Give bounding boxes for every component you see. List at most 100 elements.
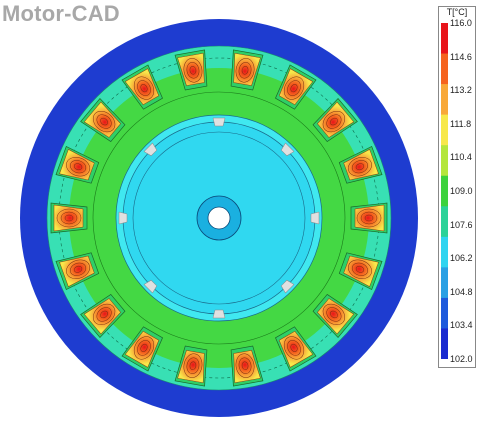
- winding-hotspot: [177, 52, 205, 86]
- legend-tick-label: 102.0: [450, 354, 473, 364]
- winding-hotspot: [83, 298, 121, 335]
- stator-slot: [55, 252, 100, 291]
- isotherm-contour: [133, 76, 155, 100]
- isotherm-contour: [235, 353, 255, 378]
- isotherm-contour: [96, 307, 112, 322]
- stator-slot: [50, 202, 88, 234]
- legend-tick-label: 109.0: [450, 186, 473, 196]
- rotor-pole-notch: [310, 211, 320, 225]
- color-scale-band: [441, 328, 448, 359]
- stator-slot: [80, 293, 126, 339]
- isotherm-contour: [348, 157, 372, 177]
- isotherm-contour: [355, 265, 365, 273]
- winding-hotspot: [83, 101, 121, 138]
- winding-hotspot: [59, 148, 95, 181]
- isotherm-contour: [56, 208, 82, 228]
- isotherm-contour: [330, 117, 338, 126]
- stator-slot: [350, 202, 388, 234]
- stator-slot: [275, 326, 317, 372]
- isotherm-contour: [73, 163, 83, 171]
- isotherm-contour: [100, 117, 108, 126]
- color-scale-band: [441, 145, 448, 177]
- stator-slot: [275, 64, 317, 110]
- color-scale-bar: [441, 23, 448, 359]
- color-scale-band: [441, 206, 448, 238]
- stator-slot: [174, 49, 208, 91]
- stator-slot: [312, 97, 358, 143]
- color-scale-band: [441, 84, 448, 116]
- isotherm-contour: [70, 160, 87, 174]
- motor-cross-section: [20, 19, 418, 417]
- winding-hotspot: [59, 255, 95, 288]
- rotor-pole-notch: [118, 211, 128, 225]
- stator-slot: [55, 145, 100, 184]
- isotherm-contour: [73, 265, 83, 273]
- isotherm-contour: [287, 340, 301, 356]
- rotor-pole-notch: [280, 279, 295, 294]
- color-scale-band: [441, 175, 448, 207]
- winding-hotspot: [278, 330, 314, 368]
- winding-hotspot: [124, 330, 160, 368]
- legend-title: T[°C]: [446, 7, 468, 17]
- winding-hotspot: [317, 101, 355, 138]
- legend-tick-label: 116.0: [450, 18, 472, 28]
- rotor-pole-notch: [212, 117, 226, 127]
- isotherm-contour: [241, 66, 249, 75]
- stator-slot: [174, 345, 208, 387]
- legend-tick-label: 114.6: [450, 51, 472, 62]
- rotor-pole-notch: [280, 142, 295, 157]
- winding-hotspot: [343, 148, 379, 181]
- isotherm-contour: [351, 262, 368, 276]
- isotherm-contour: [355, 163, 365, 171]
- isotherm-contour: [186, 357, 200, 374]
- isotherm-contour: [183, 353, 203, 378]
- isotherm-contour: [66, 259, 90, 279]
- isotherm-contour: [133, 336, 155, 360]
- isotherm-contour: [96, 114, 112, 129]
- rotor-pole-notch: [212, 309, 226, 319]
- motor-cad-logo: Motor-CAD: [2, 1, 120, 26]
- isotherm-contour: [356, 208, 382, 228]
- rotor-pole-notch: [143, 279, 158, 294]
- legend-tick-label: 110.4: [450, 152, 472, 163]
- color-scale-band: [441, 297, 448, 329]
- stator-slot: [121, 64, 163, 110]
- isotherm-contour: [140, 84, 148, 93]
- isotherm-contour: [100, 310, 108, 319]
- stator-slot: [312, 293, 358, 339]
- legend-tick-label: 104.8: [450, 286, 473, 297]
- isotherm-contour: [241, 361, 249, 370]
- isotherm-contour: [238, 357, 252, 374]
- isotherm-contour: [283, 336, 305, 360]
- color-scale-band: [441, 236, 448, 268]
- winding-hotspot: [124, 68, 160, 106]
- isotherm-contour: [137, 80, 151, 96]
- thermal-plot: [20, 19, 418, 417]
- stator-slot: [230, 345, 264, 387]
- winding-hotspot: [278, 68, 314, 106]
- winding-hotspot: [53, 204, 84, 232]
- isotherm-contour: [92, 303, 116, 326]
- isotherm-contour: [322, 110, 346, 133]
- isotherm-contour: [140, 343, 148, 352]
- stator-slot: [230, 49, 264, 91]
- color-scale-band: [441, 53, 448, 85]
- winding-hotspot: [317, 298, 355, 335]
- isotherm-contour: [64, 214, 74, 222]
- isotherm-contour: [348, 259, 372, 279]
- isotherm-contour: [70, 262, 87, 276]
- isotherm-contour: [290, 84, 298, 93]
- legend-tick-label: 106.2: [450, 253, 473, 264]
- stator-slot: [338, 145, 383, 184]
- winding-hotspot: [343, 255, 379, 288]
- shaft-bore: [207, 206, 231, 230]
- legend-tick-label: 107.6: [450, 219, 473, 230]
- color-scale-band: [441, 267, 448, 299]
- stator-slot: [338, 252, 383, 291]
- stator-slot: [80, 97, 126, 143]
- isotherm-contour: [330, 310, 338, 319]
- rotor-inner-ring: [132, 131, 306, 305]
- isotherm-contour: [189, 361, 197, 370]
- temperature-legend: T[°C] 116.0 114.6 113.2 111.8 110.4 109.0 107.…: [438, 6, 476, 368]
- isotherm-contour: [326, 114, 342, 129]
